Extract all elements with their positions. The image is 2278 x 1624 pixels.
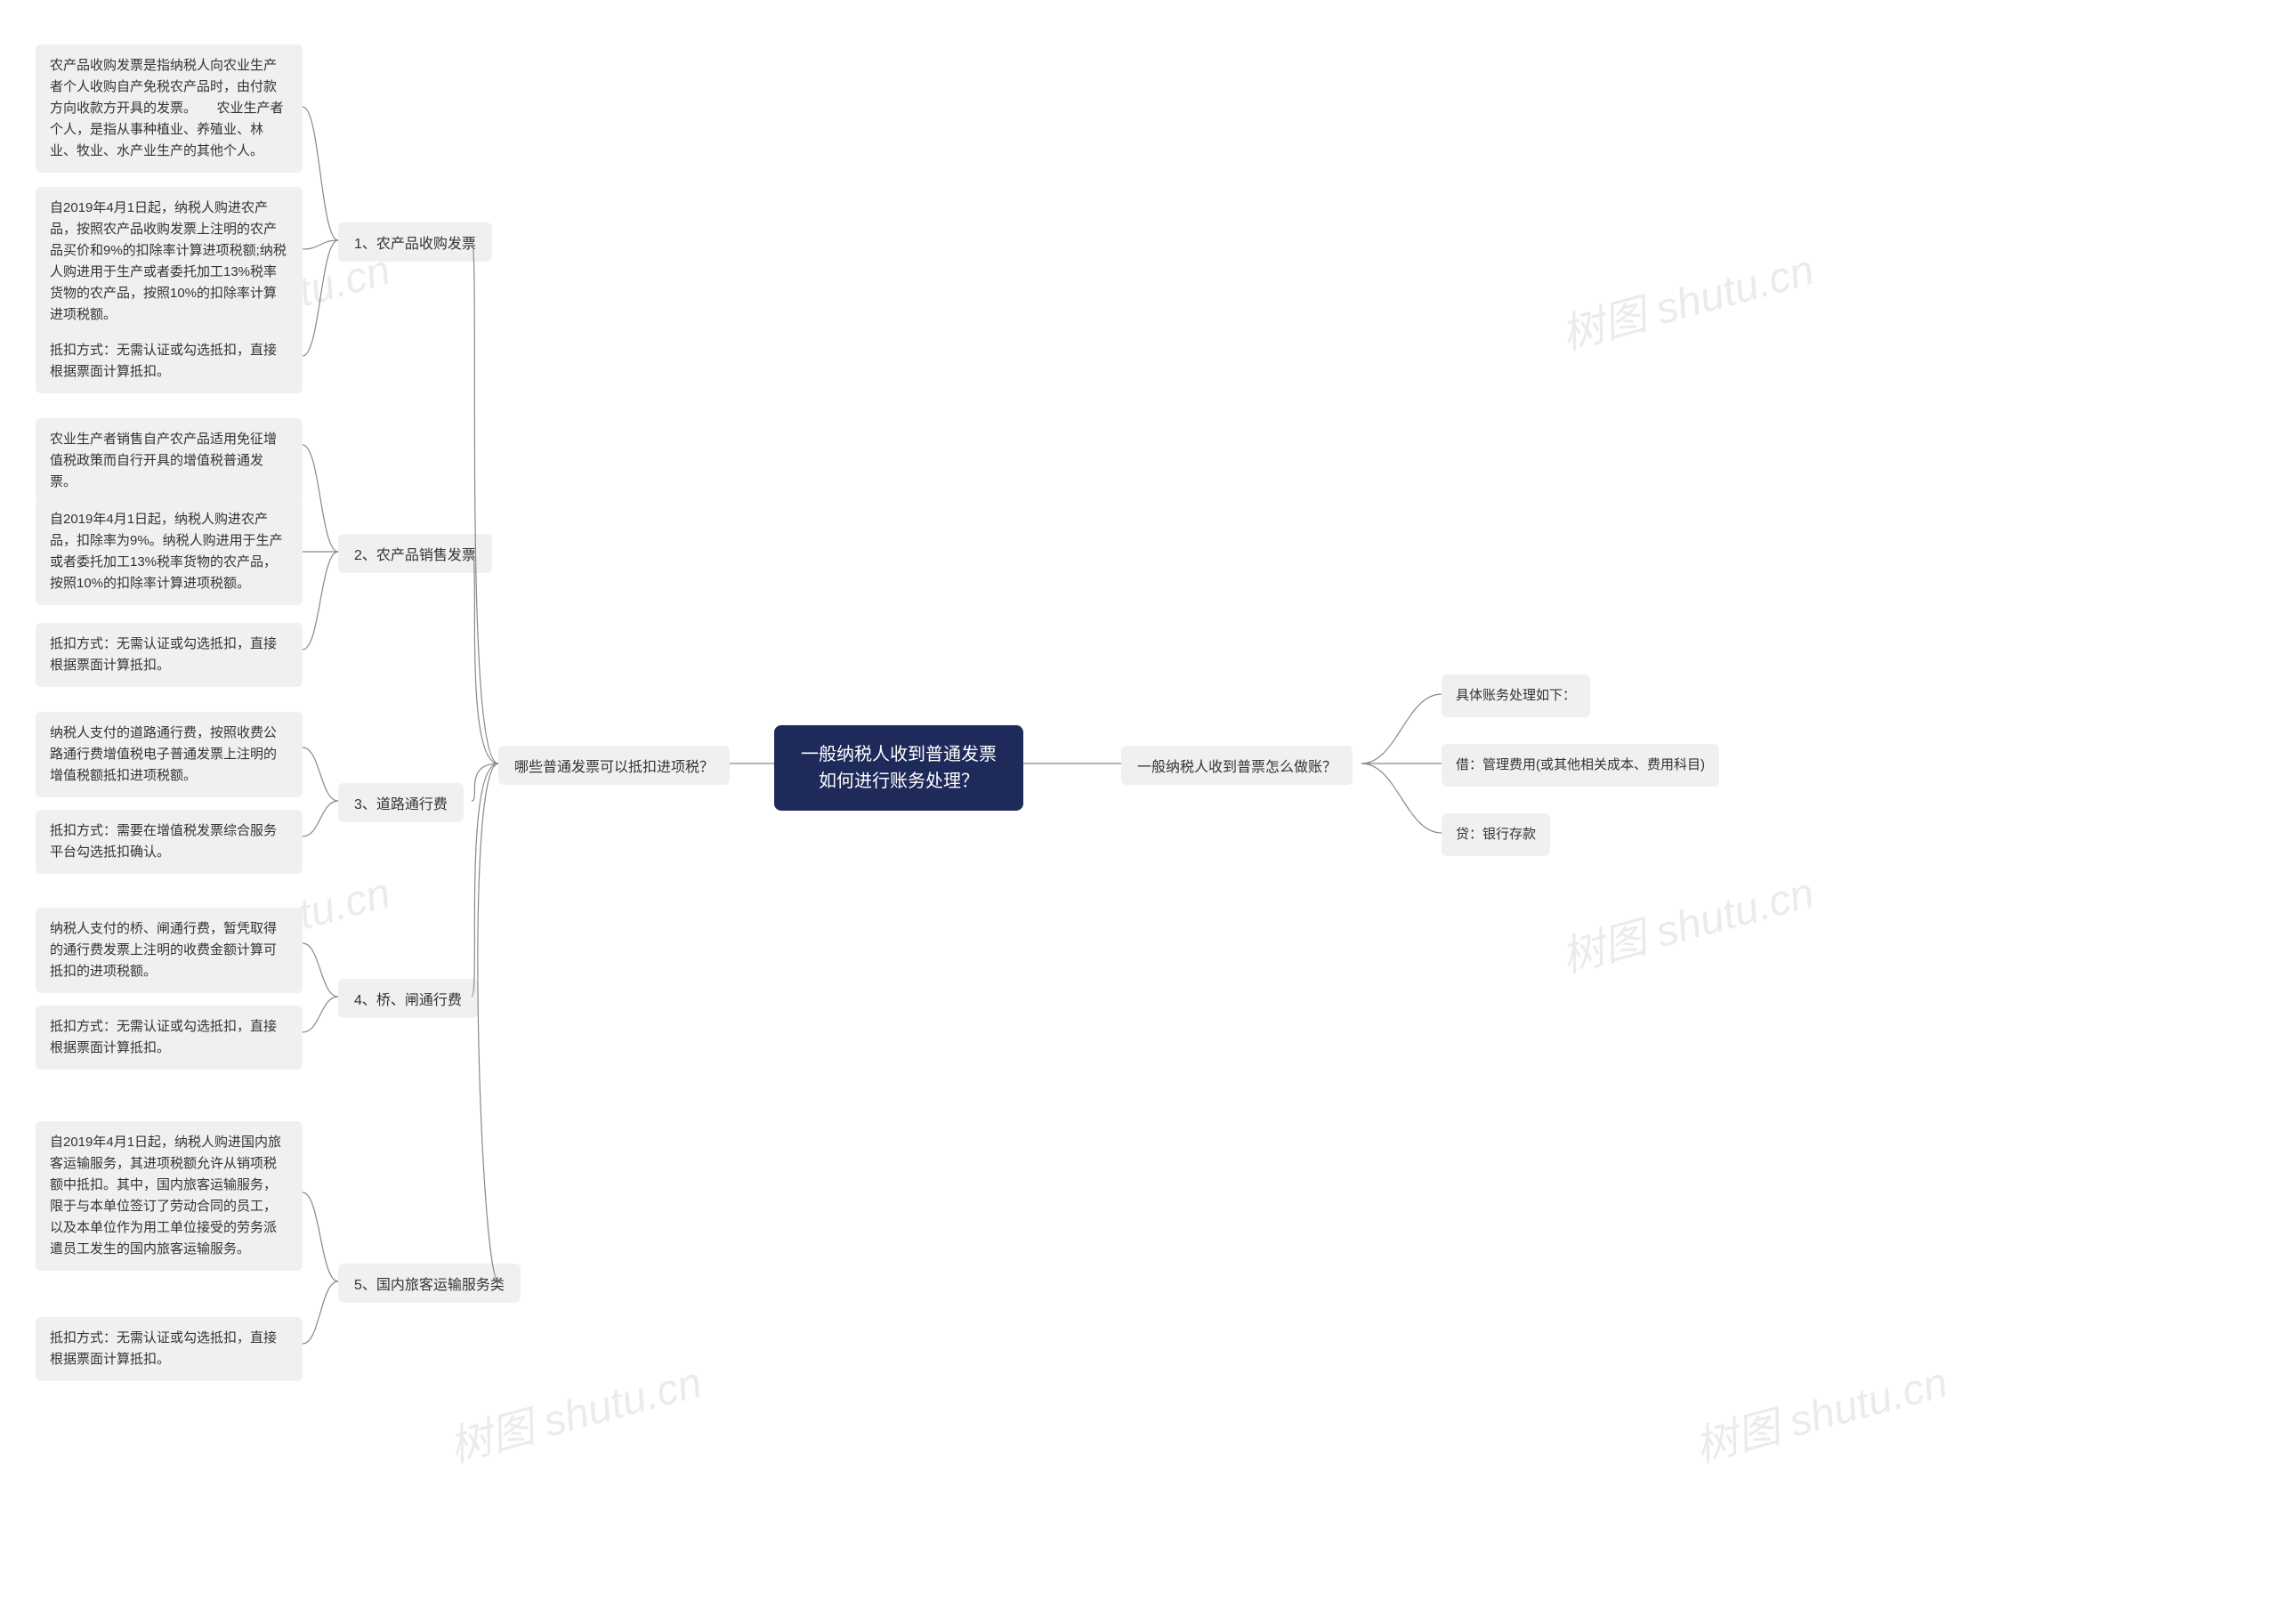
left-child-2: 3、道路通行费 — [338, 783, 464, 822]
leaf: 抵扣方式：无需认证或勾选抵扣，直接根据票面计算抵扣。 — [36, 623, 303, 687]
left-child-1: 2、农产品销售发票 — [338, 534, 492, 573]
leaf: 纳税人支付的道路通行费，按照收费公路通行费增值税电子普通发票上注明的增值税额抵扣… — [36, 712, 303, 797]
left-child-4: 5、国内旅客运输服务类 — [338, 1264, 521, 1303]
right-leaf-0: 具体账务处理如下： — [1442, 675, 1590, 717]
root-node: 一般纳税人收到普通发票 如何进行账务处理？ — [774, 725, 1023, 811]
root-line1: 一般纳税人收到普通发票 — [799, 741, 998, 768]
root-line2: 如何进行账务处理？ — [799, 768, 998, 795]
leaf: 农产品收购发票是指纳税人向农业生产者个人收购自产免税农产品时，由付款方向收款方开… — [36, 44, 303, 173]
watermark: 树图 shutu.cn — [1687, 1347, 1953, 1475]
leaf: 抵扣方式：需要在增值税发票综合服务平台勾选抵扣确认。 — [36, 810, 303, 874]
leaf: 自2019年4月1日起，纳税人购进国内旅客运输服务，其进项税额允许从销项税额中抵… — [36, 1121, 303, 1271]
left-child-3: 4、桥、闸通行费 — [338, 979, 478, 1018]
watermark: 树图 shutu.cn — [1554, 235, 1820, 362]
right-leaf-1: 借：管理费用(或其他相关成本、费用科目) — [1442, 744, 1719, 787]
leaf: 自2019年4月1日起，纳税人购进农产品，按照农产品收购发票上注明的农产品买价和… — [36, 187, 303, 336]
watermark: 树图 shutu.cn — [1554, 858, 1820, 985]
leaf: 自2019年4月1日起，纳税人购进农产品，扣除率为9%。纳税人购进用于生产或者委… — [36, 498, 303, 605]
left-branch: 哪些普通发票可以抵扣进项税？ — [498, 746, 730, 785]
leaf: 抵扣方式：无需认证或勾选抵扣，直接根据票面计算抵扣。 — [36, 1006, 303, 1070]
leaf: 抵扣方式：无需认证或勾选抵扣，直接根据票面计算抵扣。 — [36, 1317, 303, 1381]
right-leaf-2: 贷：银行存款 — [1442, 813, 1550, 856]
leaf: 抵扣方式：无需认证或勾选抵扣，直接根据票面计算抵扣。 — [36, 329, 303, 393]
leaf: 纳税人支付的桥、闸通行费，暂凭取得的通行费发票上注明的收费金额计算可抵扣的进项税… — [36, 908, 303, 993]
right-branch: 一般纳税人收到普票怎么做账？ — [1121, 746, 1353, 785]
leaf: 农业生产者销售自产农产品适用免征增值税政策而自行开具的增值税普通发票。 — [36, 418, 303, 504]
watermark: 树图 shutu.cn — [441, 1347, 707, 1475]
left-child-0: 1、农产品收购发票 — [338, 222, 492, 262]
